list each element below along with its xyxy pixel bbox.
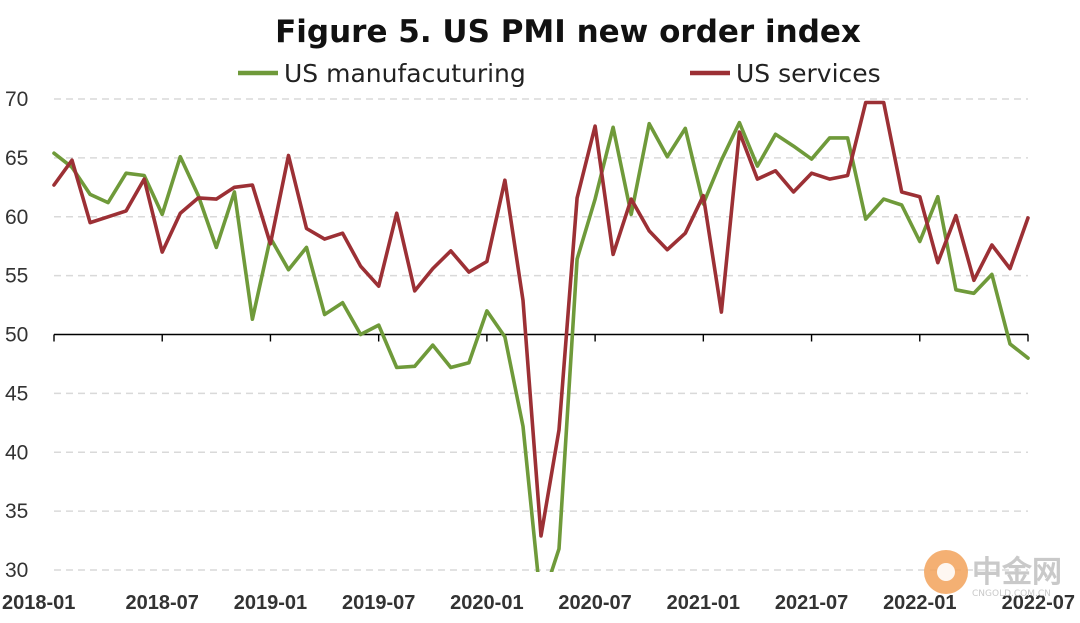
chart-title: Figure 5. US PMI new order index (275, 14, 861, 50)
y-tick-label: 40 (5, 441, 28, 464)
x-tick-label: 2019-07 (342, 592, 415, 614)
series-lines (52, 100, 1030, 572)
x-tick-label: 2018-01 (2, 592, 75, 614)
x-tick-label: 2018-07 (126, 592, 199, 614)
y-tick-label: 70 (5, 88, 28, 111)
y-tick-label: 45 (5, 382, 28, 405)
legend: US manufacuturing US services (238, 59, 881, 88)
x-tick-label: 2022-07 (1002, 592, 1075, 614)
legend-label-manufacturing: US manufacuturing (284, 59, 526, 88)
x-axis-ticks: 2018-01 2018-07 2019-01 2019-07 2020-01 2020-… (2, 592, 1075, 614)
x-tick-label: 2021-07 (775, 592, 848, 614)
x-tick-label: 2022-01 (883, 592, 956, 614)
series-line-services (52, 100, 1030, 538)
y-tick-label: 55 (5, 265, 28, 288)
y-tick-label: 35 (5, 500, 28, 523)
gridlines (54, 98, 1028, 571)
watermark-domain: CNGOLD.COM.CN (972, 589, 1051, 599)
x-axis (53, 333, 1029, 342)
y-tick-label: 30 (5, 559, 28, 582)
watermark: 中金网 CNGOLD.COM.CN (924, 550, 1062, 599)
x-tick-label: 2020-07 (558, 592, 631, 614)
y-tick-label: 50 (5, 324, 28, 347)
x-tick-label: 2020-01 (450, 592, 523, 614)
x-tick-label: 2019-01 (234, 592, 307, 614)
y-tick-label: 65 (5, 147, 28, 170)
y-tick-label: 60 (5, 206, 28, 229)
legend-label-services: US services (736, 59, 881, 88)
series-line-manufacturing (52, 120, 1030, 572)
x-tick-label: 2021-01 (667, 592, 740, 614)
y-axis-ticks: 30 35 40 45 50 55 60 65 70 (5, 88, 28, 582)
watermark-logo-inner-icon (937, 563, 955, 581)
watermark-brand: 中金网 (972, 555, 1062, 590)
